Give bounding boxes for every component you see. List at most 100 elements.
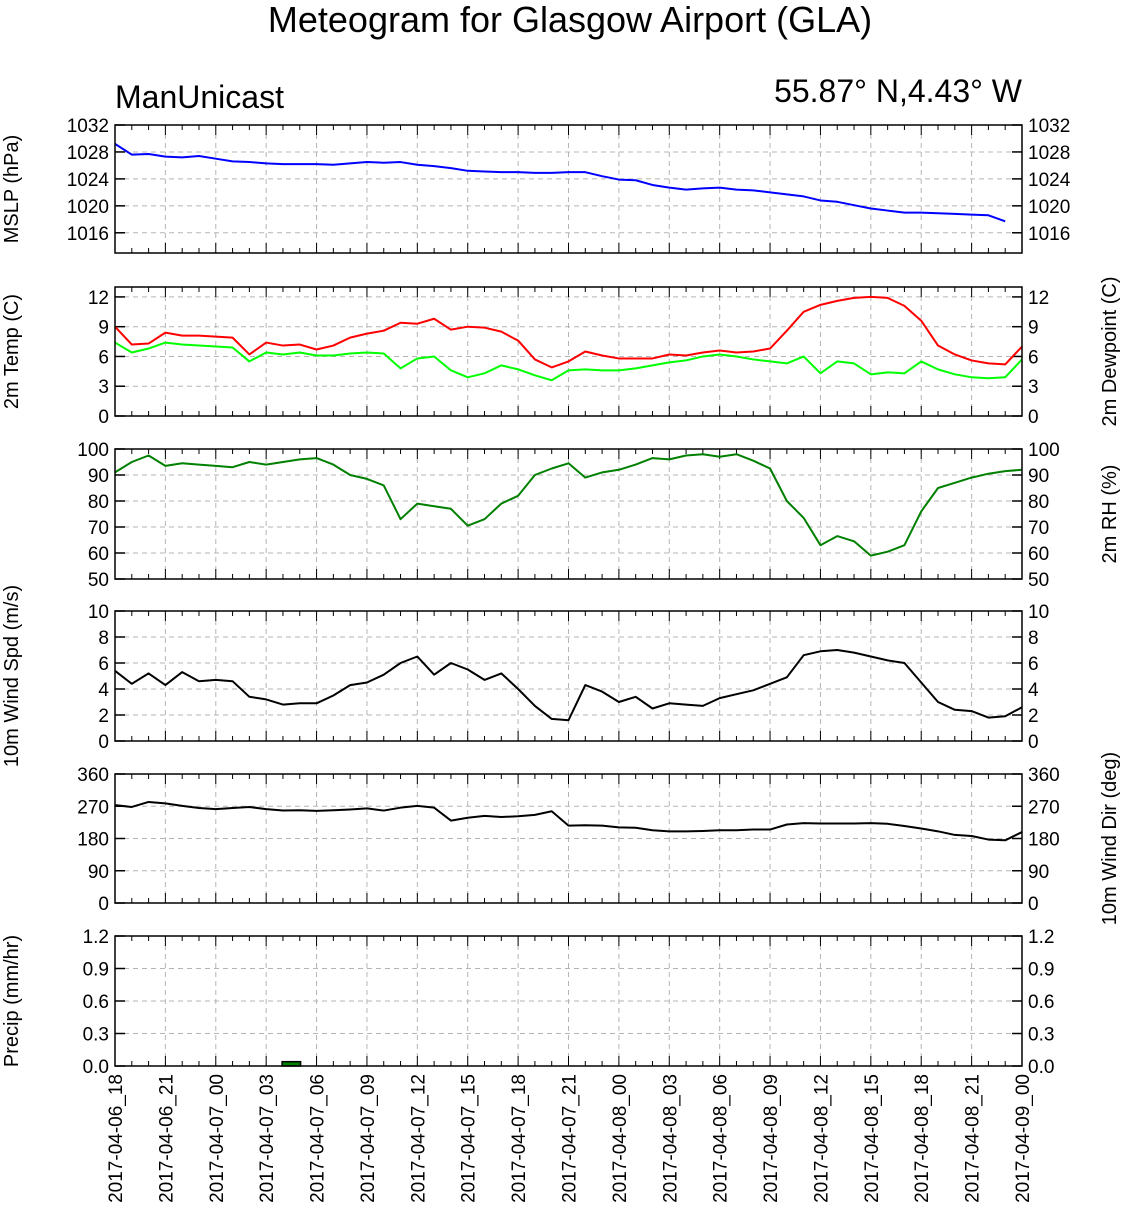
x-tick-label: 2017-04-07_21 — [560, 1074, 581, 1203]
y-tick-label: 0.0 — [1028, 1057, 1054, 1078]
y-tick-label: 2 — [1028, 706, 1039, 727]
x-tick-label: 2017-04-06_21 — [156, 1074, 177, 1203]
x-tick-label: 2017-04-07_06 — [308, 1074, 329, 1203]
x-tick-label: 2017-04-08_15 — [862, 1074, 883, 1203]
x-tick-label: 2017-04-07_18 — [509, 1074, 530, 1203]
y-tick-label: 0.3 — [83, 1025, 109, 1046]
y-tick-label: 12 — [88, 288, 109, 309]
y-tick-label: 90 — [88, 862, 109, 883]
panel-frame — [114, 610, 1023, 742]
series-line — [114, 453, 1023, 557]
y-axis-label-right: 10m Wind Dir (deg) — [1099, 752, 1121, 925]
y-tick-label: 60 — [88, 544, 109, 565]
panel-5: 0 0 90 90 180 180 270 270 360 360 10m Wind Dir (de… — [77, 752, 1121, 925]
y-tick-label: 70 — [88, 518, 109, 539]
y-tick-label: 70 — [1028, 518, 1049, 539]
x-tick-label: 2017-04-08_21 — [963, 1074, 984, 1203]
panel-3: 50 50 60 60 70 70 80 80 90 90 100 100 2m RH (%) — [77, 440, 1121, 591]
panel-frame — [114, 773, 1023, 904]
y-tick-label: 0 — [98, 407, 109, 428]
y-tick-label: 2 — [98, 706, 109, 727]
panel-frame — [114, 935, 1023, 1067]
y-tick-label: 1024 — [67, 170, 110, 191]
y-tick-label: 6 — [98, 654, 109, 675]
y-tick-label: 0.6 — [83, 992, 109, 1013]
x-tick-label: 2017-04-06_18 — [106, 1074, 127, 1203]
y-tick-label: 90 — [88, 466, 109, 487]
series-line — [114, 143, 1006, 223]
y-tick-label: 0 — [1028, 407, 1039, 428]
y-tick-label: 6 — [1028, 347, 1039, 368]
y-tick-label: 50 — [1028, 570, 1049, 591]
y-tick-label: 90 — [1028, 466, 1049, 487]
y-axis-label-left: MSLP (hPa) — [1, 135, 23, 244]
x-tick-label: 2017-04-08_06 — [711, 1074, 732, 1203]
y-axis-label-left: 2m Temp (C) — [1, 294, 23, 409]
y-tick-label: 0 — [1028, 894, 1039, 915]
y-tick-label: 1024 — [1028, 170, 1071, 191]
y-tick-label: 270 — [77, 797, 109, 818]
y-tick-label: 1.2 — [1028, 927, 1054, 948]
y-tick-label: 4 — [98, 680, 109, 701]
y-tick-label: 9 — [98, 318, 109, 339]
y-tick-label: 180 — [77, 830, 109, 851]
y-tick-label: 1.2 — [83, 927, 109, 948]
y-tick-label: 6 — [1028, 654, 1039, 675]
series-line — [114, 341, 1023, 382]
y-tick-label: 80 — [88, 492, 109, 513]
y-tick-label: 100 — [1028, 440, 1060, 461]
y-tick-label: 50 — [88, 570, 109, 591]
x-tick-label: 2017-04-09_00 — [1013, 1074, 1034, 1203]
x-tick-label: 2017-04-07_03 — [257, 1074, 278, 1203]
y-tick-label: 180 — [1028, 830, 1060, 851]
y-tick-label: 100 — [77, 440, 109, 461]
y-tick-label: 60 — [1028, 544, 1049, 565]
location-label: 55.87° N,4.43° W — [774, 73, 1023, 109]
x-tick-label: 2017-04-07_12 — [408, 1074, 429, 1203]
x-tick-label: 2017-04-08_09 — [761, 1074, 782, 1203]
y-tick-label: 10 — [88, 602, 109, 623]
y-tick-label: 3 — [1028, 377, 1039, 398]
y-tick-label: 0.9 — [83, 960, 109, 981]
y-tick-label: 1016 — [67, 224, 109, 245]
y-tick-label: 8 — [98, 628, 109, 649]
panel-4: 0 0 2 2 4 4 6 6 8 8 10 10 10m Wind Spd (m/s) — [1, 585, 1049, 767]
x-tick-label: 2017-04-07_09 — [358, 1074, 379, 1203]
figure-title: Meteogram for Glasgow Airport (GLA) — [268, 0, 872, 40]
y-tick-label: 0 — [98, 732, 109, 753]
y-tick-label: 1028 — [67, 143, 109, 164]
x-tick-label: 2017-04-08_03 — [660, 1074, 681, 1203]
y-tick-label: 8 — [1028, 628, 1039, 649]
y-tick-label: 1032 — [1028, 116, 1070, 137]
series-line — [114, 295, 1023, 369]
y-axis-label-right: 2m RH (%) — [1099, 465, 1121, 564]
y-tick-label: 1032 — [67, 116, 109, 137]
panel-6: 0.0 0.0 0.3 0.3 0.6 0.6 0.9 0.9 1.2 1.2 Precip (mm… — [1, 927, 1054, 1078]
y-tick-label: 0 — [98, 894, 109, 915]
x-tick-label: 2017-04-08_12 — [811, 1074, 832, 1203]
y-tick-label: 6 — [98, 347, 109, 368]
y-tick-label: 12 — [1028, 288, 1049, 309]
y-tick-label: 80 — [1028, 492, 1049, 513]
panel-frame — [114, 448, 1023, 580]
y-tick-label: 0.0 — [83, 1057, 109, 1078]
y-tick-label: 3 — [98, 377, 109, 398]
y-tick-label: 1016 — [1028, 224, 1070, 245]
y-tick-label: 9 — [1028, 318, 1039, 339]
series-line — [114, 800, 1023, 842]
panel-1: 1016 1016 1020 1020 1024 1024 1028 1028 1032 1032… — [1, 116, 1071, 254]
y-tick-label: 10 — [1028, 602, 1049, 623]
panel-frame — [114, 286, 1023, 417]
y-tick-label: 1028 — [1028, 143, 1070, 164]
y-tick-label: 360 — [77, 765, 109, 786]
model-label: ManUnicast — [115, 79, 284, 115]
y-tick-label: 0.3 — [1028, 1025, 1054, 1046]
y-axis-label-right: 2m Dewpoint (C) — [1099, 276, 1121, 426]
x-tick-label: 2017-04-07_15 — [459, 1074, 480, 1203]
panel-frame — [114, 124, 1023, 254]
y-tick-label: 1020 — [67, 197, 109, 218]
x-tick-label: 2017-04-08_18 — [912, 1074, 933, 1203]
y-axis-label-left: Precip (mm/hr) — [1, 935, 23, 1067]
